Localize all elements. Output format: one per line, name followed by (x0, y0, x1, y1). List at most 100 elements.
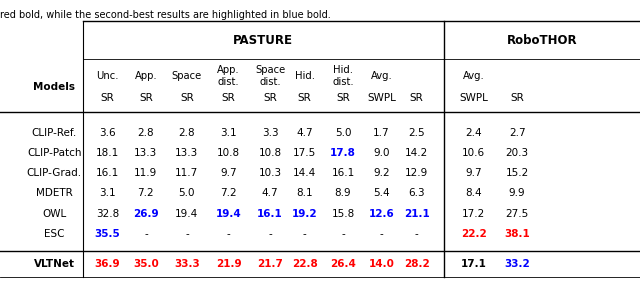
Text: 19.4: 19.4 (216, 209, 241, 219)
Text: 20.3: 20.3 (506, 148, 529, 158)
Text: 14.2: 14.2 (405, 148, 428, 158)
Text: 2.5: 2.5 (408, 128, 425, 138)
Text: -: - (185, 229, 189, 239)
Text: SR: SR (221, 93, 236, 103)
Text: 1.7: 1.7 (373, 128, 390, 138)
Text: 4.7: 4.7 (296, 128, 313, 138)
Text: 4.7: 4.7 (262, 188, 278, 198)
Text: SR: SR (298, 93, 312, 103)
Text: 13.3: 13.3 (134, 148, 157, 158)
Text: -: - (380, 229, 383, 239)
Text: 3.3: 3.3 (262, 128, 278, 138)
Text: 12.9: 12.9 (405, 168, 428, 178)
Text: 16.1: 16.1 (332, 168, 355, 178)
Text: 15.2: 15.2 (506, 168, 529, 178)
Text: -: - (144, 229, 148, 239)
Text: 19.4: 19.4 (175, 209, 198, 219)
Text: 35.0: 35.0 (133, 259, 159, 269)
Text: 26.4: 26.4 (330, 259, 356, 269)
Text: red bold, while the second-best results are highlighted in blue bold.: red bold, while the second-best results … (0, 10, 331, 20)
Text: 11.9: 11.9 (134, 168, 157, 178)
Text: 17.2: 17.2 (462, 209, 485, 219)
Text: 10.8: 10.8 (217, 148, 240, 158)
Text: OWL: OWL (42, 209, 67, 219)
Text: 2.4: 2.4 (465, 128, 482, 138)
Text: MDETR: MDETR (36, 188, 73, 198)
Text: App.
dist.: App. dist. (217, 65, 240, 87)
Text: 17.5: 17.5 (293, 148, 316, 158)
Text: 22.8: 22.8 (292, 259, 317, 269)
Text: SWPL: SWPL (367, 93, 396, 103)
Text: -: - (415, 229, 419, 239)
Text: 27.5: 27.5 (506, 209, 529, 219)
Text: SR: SR (510, 93, 524, 103)
Text: 8.4: 8.4 (465, 188, 482, 198)
Text: 16.1: 16.1 (96, 168, 119, 178)
Text: 21.7: 21.7 (257, 259, 283, 269)
Text: CLIP-Ref.: CLIP-Ref. (32, 128, 77, 138)
Text: 33.3: 33.3 (174, 259, 200, 269)
Text: 18.1: 18.1 (96, 148, 119, 158)
Text: 5.4: 5.4 (373, 188, 390, 198)
Text: 10.8: 10.8 (259, 148, 282, 158)
Text: 9.2: 9.2 (373, 168, 390, 178)
Text: 9.9: 9.9 (509, 188, 525, 198)
Text: 6.3: 6.3 (408, 188, 425, 198)
Text: Models: Models (33, 82, 76, 92)
Text: SR: SR (139, 93, 153, 103)
Text: SR: SR (100, 93, 115, 103)
Text: 28.2: 28.2 (404, 259, 429, 269)
Text: SR: SR (336, 93, 350, 103)
Text: 19.2: 19.2 (292, 209, 317, 219)
Text: 10.3: 10.3 (259, 168, 282, 178)
Text: 22.2: 22.2 (461, 229, 486, 239)
Text: 21.1: 21.1 (404, 209, 429, 219)
Text: PASTURE: PASTURE (234, 34, 293, 47)
Text: -: - (227, 229, 230, 239)
Text: 3.1: 3.1 (220, 128, 237, 138)
Text: 38.1: 38.1 (504, 229, 530, 239)
Text: 9.7: 9.7 (465, 168, 482, 178)
Text: Space: Space (172, 71, 202, 81)
Text: 8.1: 8.1 (296, 188, 313, 198)
Text: 3.6: 3.6 (99, 128, 116, 138)
Text: 21.9: 21.9 (216, 259, 241, 269)
Text: 2.8: 2.8 (138, 128, 154, 138)
Text: 16.1: 16.1 (257, 209, 283, 219)
Text: Unc.: Unc. (96, 71, 119, 81)
Text: 10.6: 10.6 (462, 148, 485, 158)
Text: 17.8: 17.8 (330, 148, 356, 158)
Text: 2.8: 2.8 (179, 128, 195, 138)
Text: -: - (268, 229, 272, 239)
Text: 26.9: 26.9 (133, 209, 159, 219)
Text: 2.7: 2.7 (509, 128, 525, 138)
Text: 8.9: 8.9 (335, 188, 351, 198)
Text: 7.2: 7.2 (138, 188, 154, 198)
Text: 7.2: 7.2 (220, 188, 237, 198)
Text: ESC: ESC (44, 229, 65, 239)
Text: 12.6: 12.6 (369, 209, 394, 219)
Text: SR: SR (180, 93, 194, 103)
Text: 11.7: 11.7 (175, 168, 198, 178)
Text: 13.3: 13.3 (175, 148, 198, 158)
Text: 32.8: 32.8 (96, 209, 119, 219)
Text: 35.5: 35.5 (95, 229, 120, 239)
Text: VLTNet: VLTNet (34, 259, 75, 269)
Text: 5.0: 5.0 (179, 188, 195, 198)
Text: 5.0: 5.0 (335, 128, 351, 138)
Text: Space
dist.: Space dist. (255, 65, 285, 87)
Text: 14.0: 14.0 (369, 259, 394, 269)
Text: -: - (341, 229, 345, 239)
Text: Hid.
dist.: Hid. dist. (332, 65, 354, 87)
Text: SR: SR (263, 93, 277, 103)
Text: -: - (303, 229, 307, 239)
Text: Avg.: Avg. (463, 71, 484, 81)
Text: App.: App. (134, 71, 157, 81)
Text: RoboTHOR: RoboTHOR (506, 34, 577, 47)
Text: CLIP-Grad.: CLIP-Grad. (27, 168, 82, 178)
Text: 17.1: 17.1 (461, 259, 486, 269)
Text: Hid.: Hid. (294, 71, 315, 81)
Text: 9.7: 9.7 (220, 168, 237, 178)
Text: 9.0: 9.0 (373, 148, 390, 158)
Text: Avg.: Avg. (371, 71, 392, 81)
